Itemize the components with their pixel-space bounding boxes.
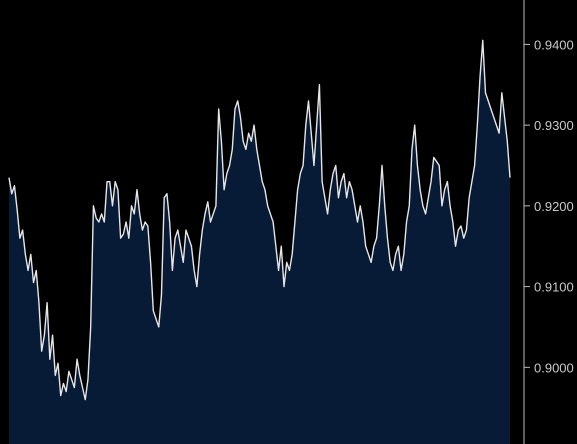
- y-tick-label: 0.9200: [534, 199, 574, 214]
- y-tick-label: 0.9300: [534, 118, 574, 133]
- y-axis: 0.9000 0.9100 0.9200 0.9300 0.9400: [523, 0, 574, 444]
- y-tick-label: 0.9400: [534, 37, 574, 52]
- series-line: [8, 39, 511, 401]
- y-tick-label: 0.9100: [534, 280, 574, 295]
- area-layer: [8, 39, 511, 444]
- area-fill: [9, 40, 510, 444]
- y-tick-label: 0.9000: [534, 360, 574, 375]
